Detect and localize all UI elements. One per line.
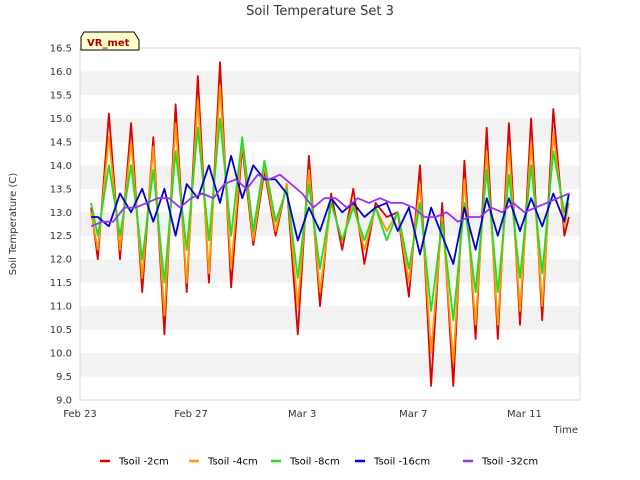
x-tick-label: Feb 27 [174,409,208,420]
y-axis-title: Soil Temperature (C) [8,173,19,276]
y-tick-label: 9.5 [56,372,72,383]
legend: Tsoil -2cm Tsoil -4cm Tsoil -8cm Tsoil -16c… [100,457,538,468]
y-tick-label: 10.5 [50,325,72,336]
grid-band [80,71,580,95]
y-tick-label: 16.5 [50,44,72,55]
y-tick-label: 9.0 [56,396,72,407]
series-line-tsoil-8cm [90,117,570,322]
legend-label: Tsoil -16cm [373,457,430,468]
grid-band [80,259,580,283]
y-tick-label: 12.0 [50,255,72,266]
x-tick-label: Feb 23 [63,409,97,420]
x-tick-label: Mar 7 [399,409,427,420]
grid-band [80,141,580,166]
legend-label: Tsoil -32cm [481,457,538,468]
legend-item: Tsoil -4cm [189,457,258,468]
legend-item: Tsoil -2cm [100,457,169,468]
legend-item: Tsoil -16cm [355,457,430,468]
legend-label: Tsoil -4cm [207,457,258,468]
legend-item: Tsoil -8cm [271,457,340,468]
legend-label: Tsoil -8cm [289,457,340,468]
y-axis-ticks: 9.0 9.5 10.0 10.5 11.0 11.5 12.0 12.5 13.0 13.5 14… [50,44,72,407]
x-axis-title: Time [553,425,578,436]
y-tick-label: 13.5 [50,184,72,195]
grid-band [80,48,580,72]
badge-label: VR_met [87,38,130,49]
legend-item: Tsoil -32cm [463,457,538,468]
x-tick-label: Mar 3 [288,409,316,420]
grid-band [80,353,580,377]
plot-frame [79,47,581,401]
grid-band [80,282,580,307]
legend-label: Tsoil -2cm [118,457,169,468]
series-lines [90,61,570,387]
y-tick-label: 10.0 [50,349,72,360]
y-tick-label: 14.5 [50,137,72,148]
y-tick-label: 15.0 [50,114,72,125]
y-tick-label: 13.0 [50,208,72,219]
y-tick-label: 14.0 [50,161,72,172]
grid-band [80,165,580,189]
badge: VR_met [80,31,140,51]
badge-box [80,31,140,51]
grid-band [80,376,580,400]
grid-band [80,235,580,260]
grid-band [80,118,580,142]
y-tick-label: 11.0 [50,302,72,313]
grid-band [80,306,580,330]
series-line-tsoil-32cm [90,173,570,228]
x-tick-label: Mar 11 [507,409,542,420]
y-tick-label: 16.0 [50,67,72,78]
x-axis-ticks: Feb 23 Feb 27 Mar 3 Mar 7 Mar 11 [63,409,542,420]
grid-band [80,329,580,354]
y-tick-label: 11.5 [50,278,72,289]
grid-band [80,94,580,119]
y-tick-label: 15.5 [50,90,72,101]
chart-title: Soil Temperature Set 3 [246,4,394,19]
y-tick-label: 12.5 [50,231,72,242]
